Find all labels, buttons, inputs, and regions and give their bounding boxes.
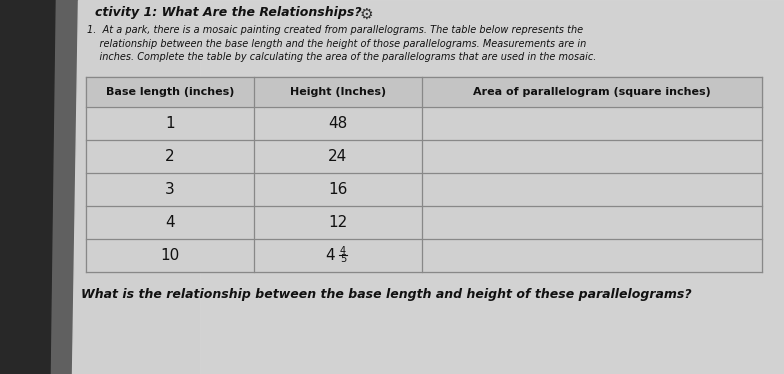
Text: relationship between the base length and the height of those parallelograms. Mea: relationship between the base length and…	[87, 39, 586, 49]
Text: Height (Inches): Height (Inches)	[290, 87, 386, 97]
Polygon shape	[86, 140, 762, 173]
Text: Area of parallelogram (square inches): Area of parallelogram (square inches)	[473, 87, 711, 97]
Text: 12: 12	[328, 215, 347, 230]
Text: ctivity 1: What Are the Relationships?: ctivity 1: What Are the Relationships?	[95, 6, 361, 19]
Text: Base length (inches): Base length (inches)	[106, 87, 234, 97]
Polygon shape	[86, 77, 762, 107]
Text: 5: 5	[340, 254, 346, 264]
Text: What is the relationship between the base length and height of these parallelogr: What is the relationship between the bas…	[81, 288, 691, 301]
Text: 1.  At a park, there is a mosaic painting created from parallelograms. The table: 1. At a park, there is a mosaic painting…	[87, 25, 583, 35]
Text: 4: 4	[325, 248, 335, 263]
Polygon shape	[86, 173, 762, 206]
Text: 3: 3	[165, 182, 175, 197]
Text: ⚙: ⚙	[360, 7, 374, 22]
Polygon shape	[50, 0, 85, 374]
Text: 1: 1	[165, 116, 175, 131]
Polygon shape	[0, 0, 55, 374]
Text: 48: 48	[328, 116, 347, 131]
Text: 16: 16	[328, 182, 347, 197]
Text: 24: 24	[328, 149, 347, 164]
Text: 4: 4	[165, 215, 175, 230]
Polygon shape	[86, 206, 762, 239]
Polygon shape	[200, 0, 784, 374]
Text: 2: 2	[165, 149, 175, 164]
Polygon shape	[72, 0, 784, 374]
Polygon shape	[86, 77, 762, 272]
Polygon shape	[0, 0, 75, 374]
Text: inches. Complete the table by calculating the area of the parallelograms that ar: inches. Complete the table by calculatin…	[87, 52, 597, 62]
Polygon shape	[86, 107, 762, 140]
Text: 4: 4	[340, 246, 346, 257]
Polygon shape	[86, 239, 762, 272]
Text: 10: 10	[161, 248, 180, 263]
